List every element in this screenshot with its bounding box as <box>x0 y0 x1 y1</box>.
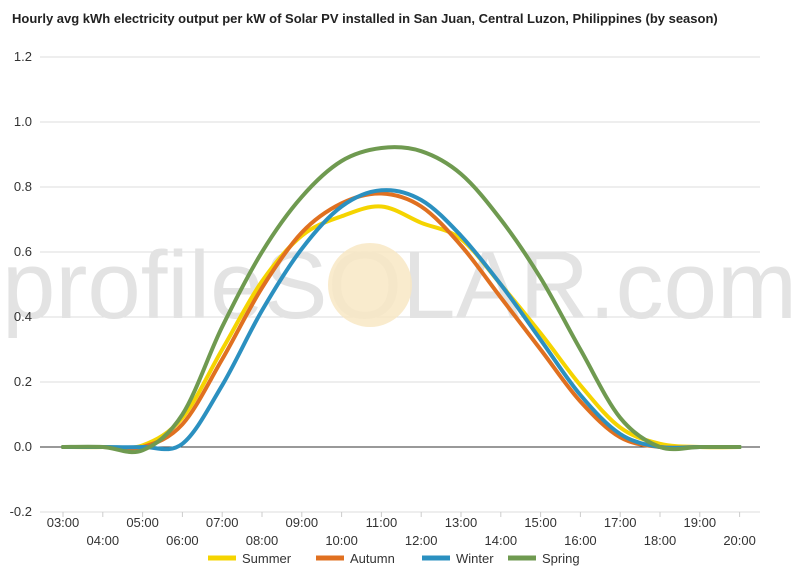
x-tick-label: 05:00 <box>126 515 159 530</box>
x-tick-label: 09:00 <box>286 515 319 530</box>
x-tick-label: 16:00 <box>564 533 597 548</box>
series-line-autumn <box>61 191 742 451</box>
x-tick-label: 20:00 <box>723 533 756 548</box>
y-tick-label: -0.2 <box>10 504 32 519</box>
legend-label-spring: Spring <box>542 551 580 566</box>
y-tick-label: 0.2 <box>14 374 32 389</box>
x-tick-label: 13:00 <box>445 515 478 530</box>
x-tick-label: 07:00 <box>206 515 239 530</box>
x-tick-label: 12:00 <box>405 533 438 548</box>
x-tick-label: 18:00 <box>644 533 677 548</box>
grid-lines <box>40 56 760 513</box>
series-line-winter <box>61 188 742 452</box>
x-tick-label: 04:00 <box>87 533 120 548</box>
x-tick-label: 03:00 <box>47 515 80 530</box>
y-tick-label: 1.0 <box>14 114 32 129</box>
chart-title: Hourly avg kWh electricity output per kW… <box>12 11 718 26</box>
x-tick-label: 19:00 <box>684 515 717 530</box>
y-tick-label: 1.2 <box>14 49 32 64</box>
y-tick-label: 0.8 <box>14 179 32 194</box>
x-tick-label: 14:00 <box>485 533 518 548</box>
x-axis: 03:00 04:00 05:00 06:00 07:00 08:00 09:00 10:00… <box>47 512 756 548</box>
y-axis: -0.2 0.0 0.2 0.4 0.6 0.8 1.0 1.2 <box>10 49 32 519</box>
series-line-spring <box>61 145 742 455</box>
x-tick-label: 06:00 <box>166 533 199 548</box>
x-tick-label: 17:00 <box>604 515 637 530</box>
legend-label-summer: Summer <box>242 551 292 566</box>
watermark-sun-icon <box>328 243 412 327</box>
x-tick-label: 10:00 <box>325 533 358 548</box>
x-tick-label: 08:00 <box>246 533 279 548</box>
legend: Summer Autumn Winter Spring <box>208 551 580 566</box>
y-tick-label: 0.6 <box>14 244 32 259</box>
legend-label-winter: Winter <box>456 551 494 566</box>
y-tick-label: 0.0 <box>14 439 32 454</box>
y-tick-label: 0.4 <box>14 309 32 324</box>
x-tick-label: 15:00 <box>524 515 557 530</box>
legend-label-autumn: Autumn <box>350 551 395 566</box>
series-lines <box>61 145 742 455</box>
x-tick-label: 11:00 <box>366 515 398 530</box>
